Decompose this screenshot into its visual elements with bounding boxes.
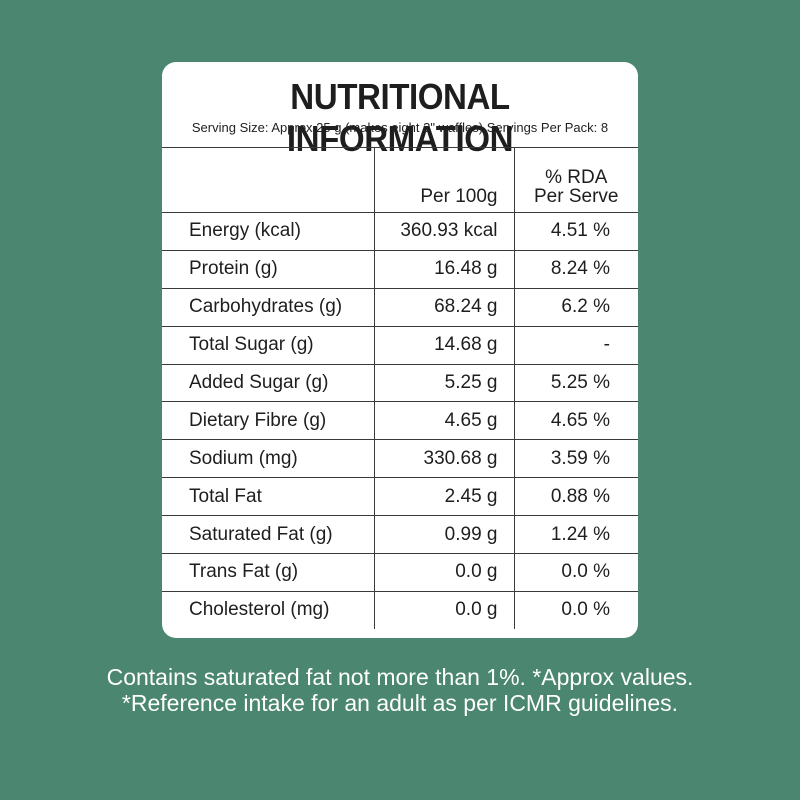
rda-value: 3.59 % xyxy=(513,439,638,478)
table-row: Cholesterol (mg) 0.0 g 0.0 % xyxy=(162,590,638,629)
nutrient-name: Saturated Fat (g) xyxy=(162,515,374,554)
nutrition-title: NUTRITIONAL INFORMATION xyxy=(286,76,514,159)
nutrient-name: Total Sugar (g) xyxy=(162,325,374,365)
per100g-value: 2.45 g xyxy=(373,477,514,516)
table-row: Protein (g) 16.48 g 8.24 % xyxy=(162,249,638,289)
nutrient-name: Dietary Fibre (g) xyxy=(162,401,374,440)
per100g-value: 0.0 g xyxy=(373,553,514,592)
table-row: Dietary Fibre (g) 4.65 g 4.65 % xyxy=(162,401,638,440)
rda-value: 5.25 % xyxy=(513,363,638,402)
footer-line-1: Contains saturated fat not more than 1%.… xyxy=(106,664,694,690)
nutrient-name: Added Sugar (g) xyxy=(162,363,374,402)
rda-value: 0.88 % xyxy=(513,477,638,516)
per100g-value: 330.68 g xyxy=(373,439,514,478)
per100g-value: 4.65 g xyxy=(373,401,514,440)
footer-note: Contains saturated fat not more than 1%.… xyxy=(0,664,800,716)
table-row: Sodium (mg) 330.68 g 3.59 % xyxy=(162,439,638,478)
rda-value: 0.0 % xyxy=(513,553,638,592)
table-row: Carbohydrates (g) 68.24 g 6.2 % xyxy=(162,287,638,327)
per100g-value: 360.93 kcal xyxy=(373,212,514,251)
header-nutrient xyxy=(162,147,374,213)
rda-value: 0.0 % xyxy=(513,590,638,629)
header-rda-line2: Per Serve xyxy=(534,186,619,207)
table-row: Added Sugar (g) 5.25 g 5.25 % xyxy=(162,363,638,402)
rda-value: - xyxy=(513,325,638,365)
rda-value: 8.24 % xyxy=(513,249,638,289)
nutrient-name: Protein (g) xyxy=(162,249,374,289)
rda-value: 6.2 % xyxy=(513,287,638,327)
table-row: Trans Fat (g) 0.0 g 0.0 % xyxy=(162,553,638,592)
rda-value: 4.51 % xyxy=(513,212,638,251)
table-header-row: Per 100g % RDA Per Serve xyxy=(162,147,638,213)
header-per100g: Per 100g xyxy=(373,147,514,213)
nutrient-name: Cholesterol (mg) xyxy=(162,590,374,629)
nutrient-name: Sodium (mg) xyxy=(162,439,374,478)
per100g-value: 14.68 g xyxy=(373,325,514,365)
nutrition-card: NUTRITIONAL INFORMATION Serving Size: Ap… xyxy=(162,62,638,638)
nutrient-name: Carbohydrates (g) xyxy=(162,287,374,327)
table-row: Saturated Fat (g) 0.99 g 1.24 % xyxy=(162,515,638,554)
rda-value: 4.65 % xyxy=(513,401,638,440)
footer-line-2: *Reference intake for an adult as per IC… xyxy=(121,690,679,716)
nutrient-name: Trans Fat (g) xyxy=(162,553,374,592)
rda-value: 1.24 % xyxy=(513,515,638,554)
nutrient-name: Total Fat xyxy=(162,477,374,516)
header-rda-line1: % RDA xyxy=(545,167,608,188)
per100g-value: 16.48 g xyxy=(373,249,514,289)
per100g-value: 68.24 g xyxy=(373,287,514,327)
header-rda: % RDA Per Serve xyxy=(513,147,638,213)
table-row: Total Fat 2.45 g 0.88 % xyxy=(162,477,638,516)
per100g-value: 0.0 g xyxy=(373,590,514,629)
table-row: Energy (kcal) 360.93 kcal 4.51 % xyxy=(162,212,638,251)
nutrition-table: Per 100g % RDA Per Serve Energy (kcal) 36… xyxy=(162,147,638,629)
table-row: Total Sugar (g) 14.68 g- xyxy=(162,325,638,365)
nutrient-name: Energy (kcal) xyxy=(162,212,374,251)
per100g-value: 5.25 g xyxy=(373,363,514,402)
per100g-value: 0.99 g xyxy=(373,515,514,554)
serving-info: Serving Size: Approx 25 g (makes eight 2… xyxy=(191,120,609,135)
